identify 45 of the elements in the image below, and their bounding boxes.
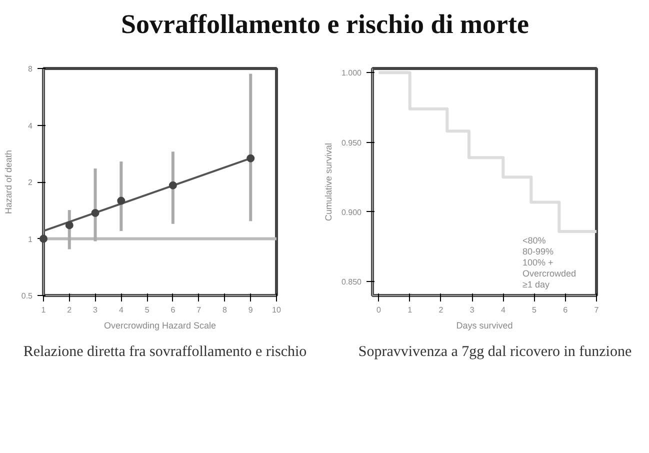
chart-title: Sovraffollamento e rischio di morte xyxy=(121,8,529,41)
x-tick-label: 2 xyxy=(67,306,72,314)
point xyxy=(65,221,74,230)
point xyxy=(246,154,255,162)
y-axis-title: Hazard of death xyxy=(3,150,14,214)
x-tick-label: 4 xyxy=(118,306,124,314)
x-tick-label: 5 xyxy=(532,306,538,314)
x-tick-label: 0 xyxy=(376,306,382,314)
x-axis-title: Days survived xyxy=(456,320,513,330)
annotation: ≥1 day xyxy=(522,280,550,290)
x-tick-label: 1 xyxy=(41,306,46,314)
x-tick-label: 9 xyxy=(248,306,254,314)
x-tick-label: 4 xyxy=(500,306,506,314)
x-tick-label: 8 xyxy=(222,306,228,314)
x-axis-title: Overcrowding Hazard Scale xyxy=(104,320,216,330)
x-tick-label: 3 xyxy=(470,306,475,314)
x-tick-label: 2 xyxy=(438,306,444,314)
y-tick-label: 0.850 xyxy=(341,278,362,287)
text: Relazione diretta fra sovraffollamento e rischio xyxy=(23,343,307,362)
x-tick-label: 1 xyxy=(408,306,413,314)
x-tick-label: 7 xyxy=(196,306,202,314)
text: Sopravvivenza a 7gg dal ricovero in funzione xyxy=(358,343,632,362)
annotation: 100% + xyxy=(522,258,554,268)
x-tick-label: 5 xyxy=(144,306,150,314)
y-tick-label: 0.900 xyxy=(341,208,362,217)
x-tick-label: 6 xyxy=(563,306,568,314)
y-tick-label: 0.5 xyxy=(21,292,34,300)
y-tick-label: 2 xyxy=(28,178,34,187)
point xyxy=(91,208,100,217)
y-tick-label: 0.950 xyxy=(341,138,362,148)
y-tick-label: 1 xyxy=(28,234,34,244)
annotation: <80% xyxy=(522,236,546,246)
y-axis-title: Cumulative survival xyxy=(323,142,334,222)
x-tick-label: 7 xyxy=(594,306,600,314)
annotation: 80-99% xyxy=(522,246,554,256)
y-tick-label: 4 xyxy=(28,121,34,130)
y-tick-label: 8 xyxy=(28,64,34,74)
x-tick-label: 3 xyxy=(93,306,98,314)
annotation: Overcrowded xyxy=(522,268,576,278)
x-tick-label: 10 xyxy=(272,306,282,314)
point xyxy=(117,196,126,205)
point xyxy=(40,234,48,243)
y-tick-label: 1.000 xyxy=(341,68,362,78)
point xyxy=(168,181,177,190)
x-tick-label: 6 xyxy=(170,306,176,314)
